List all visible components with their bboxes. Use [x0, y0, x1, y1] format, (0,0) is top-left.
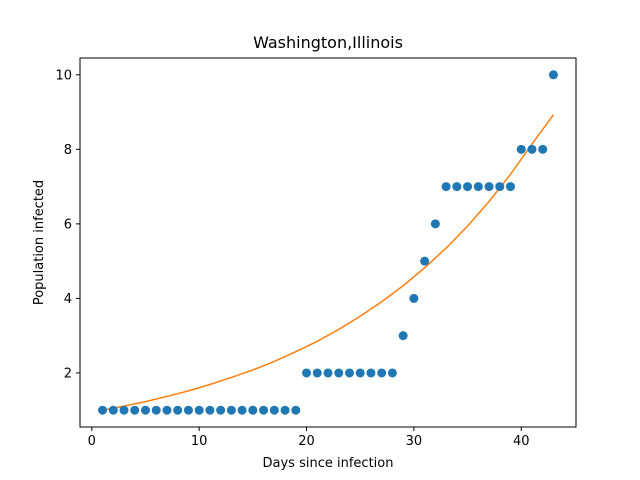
data-point [538, 144, 548, 154]
data-point [248, 405, 258, 415]
data-point [291, 405, 301, 415]
y-axis: 2 4 6 8 10 [55, 68, 80, 381]
y-tick-label: 6 [64, 217, 72, 232]
plot-area [98, 70, 558, 415]
data-point [140, 405, 150, 415]
data-point [473, 182, 483, 192]
data-point [183, 405, 193, 415]
data-point [441, 182, 451, 192]
data-point [226, 405, 236, 415]
x-tick-label: 10 [191, 434, 208, 449]
data-point [506, 182, 516, 192]
data-point [302, 368, 312, 378]
data-point [463, 182, 473, 192]
y-tick-label: 8 [64, 143, 72, 158]
data-point [377, 368, 387, 378]
data-point [355, 368, 365, 378]
data-point [430, 219, 440, 229]
data-point [409, 293, 419, 303]
data-point [205, 405, 215, 415]
data-point [334, 368, 344, 378]
chart-title: Washington,Illinois [253, 33, 403, 52]
data-point [484, 182, 494, 192]
data-point [527, 144, 537, 154]
data-point [269, 405, 279, 415]
x-tick-label: 20 [298, 434, 315, 449]
x-tick-label: 30 [406, 434, 423, 449]
y-tick-label: 4 [64, 292, 72, 307]
data-point [130, 405, 140, 415]
data-point [548, 70, 558, 80]
x-tick-label: 40 [513, 434, 530, 449]
data-point [194, 405, 204, 415]
data-point [162, 405, 172, 415]
data-point [98, 405, 108, 415]
data-point [452, 182, 462, 192]
y-axis-label: Population infected [32, 180, 47, 305]
data-point [495, 182, 505, 192]
data-point [323, 368, 333, 378]
data-point [259, 405, 269, 415]
data-point [119, 405, 129, 415]
x-tick-label: 0 [88, 434, 96, 449]
x-axis: 0 10 20 30 40 [88, 427, 530, 449]
x-axis-label: Days since infection [263, 456, 394, 471]
data-point [151, 405, 161, 415]
axes-frame [79, 57, 577, 428]
fit-line [102, 114, 555, 411]
data-point [280, 405, 290, 415]
data-point [420, 256, 430, 266]
data-point [237, 405, 247, 415]
data-point [516, 144, 526, 154]
data-point [344, 368, 354, 378]
data-point [108, 405, 118, 415]
data-point [216, 405, 226, 415]
y-tick-label: 10 [55, 68, 72, 83]
data-point [312, 368, 322, 378]
data-point [173, 405, 183, 415]
data-point [387, 368, 397, 378]
data-point [366, 368, 376, 378]
data-point [398, 331, 408, 341]
y-tick-label: 2 [64, 366, 72, 381]
